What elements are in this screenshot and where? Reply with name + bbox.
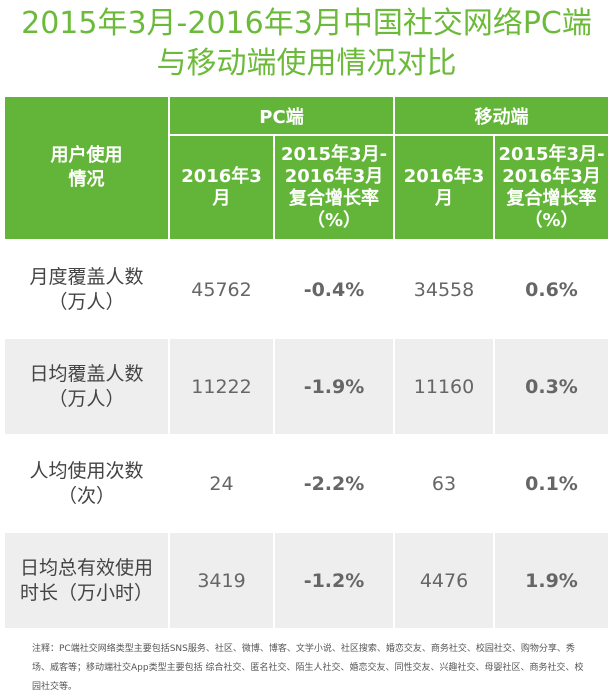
row-label-line: （万人） [48, 290, 125, 313]
pc-value-cell: 11222 [168, 337, 273, 434]
header-pc-rate: 2015年3月- 2016年3月 复合增长率 （%） [273, 134, 393, 239]
page-title: 2015年3月-2016年3月中国社交网络PC端 与移动端使用情况对比 [0, 4, 613, 84]
header-value-line: 月 [212, 187, 231, 209]
mobile-value-cell: 63 [393, 434, 493, 531]
pc-rate-cell: -1.2% [273, 531, 393, 628]
header-mobile-value: 2016年3 月 [393, 134, 493, 239]
table-row: 日均总有效使用 时长（万小时） 3419 -1.2% 4476 1.9% [5, 531, 608, 628]
row-label: 日均总有效使用 时长（万小时） [5, 531, 168, 628]
header-pc-value: 2016年3 月 [168, 134, 273, 239]
header-corner-line: 用户使用 [50, 145, 123, 166]
header-mobile: 移动端 [393, 95, 608, 134]
header-rate-line: 2015年3月- [280, 143, 388, 165]
row-label-line: （万人） [48, 387, 125, 410]
header-rate-line: 复合增长率 [506, 187, 597, 209]
mobile-value-cell: 4476 [393, 531, 493, 628]
header-rate-line: 2016年3月 [284, 165, 384, 187]
mobile-rate-cell: 0.6% [493, 239, 608, 337]
row-label: 日均覆盖人数 （万人） [5, 337, 168, 434]
pc-value-cell: 45762 [168, 239, 273, 337]
pc-value-cell: 3419 [168, 531, 273, 628]
header-rate-line: 2015年3月- [498, 143, 605, 165]
row-label-line: （次） [57, 484, 115, 507]
mobile-value-cell: 11160 [393, 337, 493, 434]
footnote: 注释：PC端社交网络类型主要包括SNS服务、社区、微博、博客、文学小说、社区搜索… [32, 644, 584, 692]
title-line-1: 2015年3月-2016年3月中国社交网络PC端 [21, 6, 592, 41]
row-label-line: 月度覆盖人数 [29, 265, 144, 288]
header-rate-line: （%） [306, 209, 362, 231]
header-corner: 用户使用 情况 [5, 95, 168, 239]
mobile-rate-cell: 0.1% [493, 434, 608, 531]
header-value-line: 月 [435, 187, 453, 209]
header-value-line: 2016年3 [403, 165, 485, 187]
mobile-rate-cell: 1.9% [493, 531, 608, 628]
header-value-line: 2016年3 [181, 165, 262, 187]
header-rate-line: 复合增长率 [289, 187, 379, 209]
row-label-line: 日均总有效使用 [19, 556, 153, 579]
mobile-rate-cell: 0.3% [493, 337, 608, 434]
row-label: 人均使用次数 （次） [5, 434, 168, 531]
table-row: 日均覆盖人数 （万人） 11222 -1.9% 11160 0.3% [5, 337, 608, 434]
mobile-value-cell: 34558 [393, 239, 493, 337]
header-corner-line: 情况 [68, 169, 105, 190]
pc-rate-cell: -0.4% [273, 239, 393, 337]
row-label-line: 人均使用次数 [29, 459, 144, 482]
title-line-2: 与移动端使用情况对比 [156, 46, 457, 81]
table-row: 月度覆盖人数 （万人） 45762 -0.4% 34558 0.6% [5, 239, 608, 337]
header-rate-line: （%） [524, 209, 579, 231]
pc-rate-cell: -2.2% [273, 434, 393, 531]
header-rate-line: 2016年3月 [502, 165, 601, 187]
pc-rate-cell: -1.9% [273, 337, 393, 434]
row-label-line: 时长（万小时） [19, 581, 153, 604]
table-row: 人均使用次数 （次） 24 -2.2% 63 0.1% [5, 434, 608, 531]
row-label-line: 日均覆盖人数 [29, 362, 144, 385]
header-mobile-rate: 2015年3月- 2016年3月 复合增长率 （%） [493, 134, 608, 239]
row-label: 月度覆盖人数 （万人） [5, 239, 168, 337]
pc-value-cell: 24 [168, 434, 273, 531]
header-pc: PC端 [168, 95, 393, 134]
comparison-table: 用户使用 情况 PC端 移动端 2016年3 月 2015年3月- 2016年3… [5, 95, 608, 628]
